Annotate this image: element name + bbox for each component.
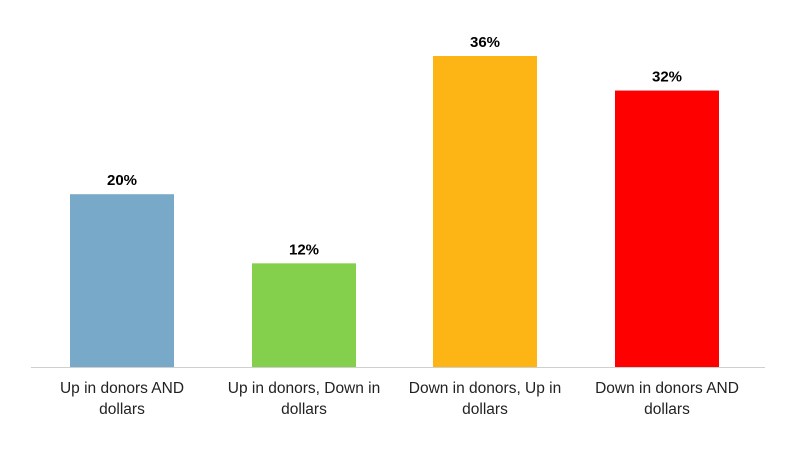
category-label-line: dollars xyxy=(281,401,327,418)
category-label-line: Up in donors AND xyxy=(60,380,184,397)
data-label-4: 32% xyxy=(652,69,682,86)
data-label-1: 20% xyxy=(107,172,137,189)
data-label-2: 12% xyxy=(289,241,319,258)
data-label-3: 36% xyxy=(470,34,500,51)
category-label-line: Down in donors, Up in xyxy=(409,380,562,397)
category-label-4: Down in donors AND dollars xyxy=(595,380,739,418)
bar-3 xyxy=(433,56,537,367)
category-label-line: dollars xyxy=(644,401,690,418)
bar-1 xyxy=(70,194,174,367)
category-label-1: Up in donors AND dollars xyxy=(60,380,184,418)
data-labels-group: 20% 12% 36% 32% xyxy=(107,34,682,258)
category-label-line: dollars xyxy=(99,401,145,418)
bars-group xyxy=(70,56,719,368)
category-label-2: Up in donors, Down in dollars xyxy=(228,380,381,418)
category-label-line: dollars xyxy=(462,401,508,418)
bar-4 xyxy=(615,90,719,368)
category-label-line: Up in donors, Down in xyxy=(228,380,381,397)
category-label-line: Down in donors AND xyxy=(595,380,739,397)
category-label-3: Down in donors, Up in dollars xyxy=(409,380,562,418)
bar-2 xyxy=(252,263,356,367)
